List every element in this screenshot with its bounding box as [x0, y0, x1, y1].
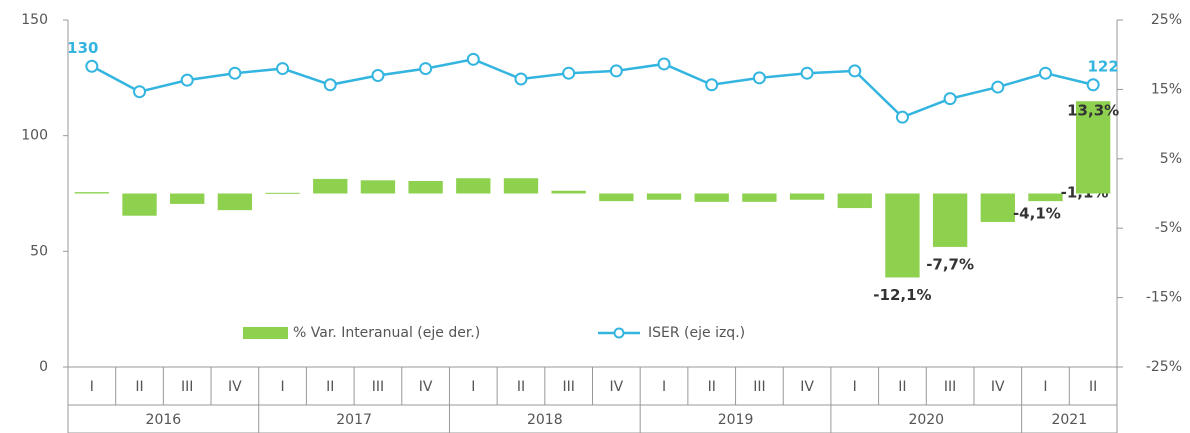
bar: [742, 193, 777, 202]
bar: [456, 178, 491, 194]
bar: [217, 193, 253, 211]
y2-tick-label: -5%: [1155, 220, 1182, 236]
data-label: -12,1%: [873, 286, 931, 304]
line-point: [991, 80, 1005, 94]
x-tick-label: III: [181, 379, 193, 395]
legend-marker: [613, 327, 625, 339]
bar: [1075, 101, 1111, 194]
y2-tick-label: 25%: [1151, 12, 1182, 28]
x-tick-label: IV: [991, 379, 1005, 395]
y-tick-label: 150: [21, 12, 48, 28]
line-point: [848, 64, 862, 78]
x-tick-label: III: [372, 379, 384, 395]
line-point: [85, 59, 99, 73]
line-point: [609, 64, 623, 78]
x-tick-label: I: [853, 379, 857, 395]
line-point: [800, 66, 814, 80]
y2-tick-label: 5%: [1160, 151, 1182, 167]
bar: [170, 193, 205, 204]
bar: [313, 178, 348, 194]
bar: [408, 181, 443, 194]
bar: [789, 193, 825, 200]
line-point: [562, 66, 576, 80]
y-tick-label: 50: [30, 243, 48, 259]
bar: [551, 190, 586, 194]
x-group-label: 2016: [146, 412, 182, 428]
x-tick-label: II: [898, 379, 906, 395]
bar: [360, 180, 396, 194]
line-point: [1038, 66, 1052, 80]
x-group-label: 2019: [718, 412, 754, 428]
line-point: [180, 73, 194, 87]
x-tick-label: IV: [228, 379, 242, 395]
data-label: 122: [1088, 57, 1119, 75]
y2-tick-label: 15%: [1151, 81, 1182, 97]
line-point: [276, 62, 290, 76]
x-group-label: 2017: [336, 412, 372, 428]
bar: [980, 193, 1015, 222]
line-point: [1086, 78, 1100, 92]
bar: [646, 193, 682, 200]
x-group-label: 2020: [908, 412, 944, 428]
legend-swatch: [243, 327, 288, 339]
x-tick-label: III: [753, 379, 765, 395]
x-tick-label: II: [326, 379, 334, 395]
line-point: [323, 78, 337, 92]
line-point: [514, 72, 528, 86]
line-point: [419, 62, 433, 76]
x-tick-label: II: [135, 379, 143, 395]
x-tick-label: IV: [609, 379, 623, 395]
bar: [503, 178, 539, 194]
x-tick-label: IV: [419, 379, 433, 395]
line-point: [895, 110, 909, 124]
x-tick-label: I: [662, 379, 666, 395]
line-point: [133, 85, 147, 99]
x-tick-label: I: [280, 379, 284, 395]
data-label: -4,1%: [1013, 204, 1061, 222]
bar: [1028, 193, 1063, 202]
x-group-label: 2018: [527, 412, 563, 428]
bar: [74, 192, 110, 194]
bar: [599, 193, 634, 202]
line: [91, 58, 1094, 119]
y-tick-label: 0: [39, 359, 48, 375]
x-tick-label: I: [90, 379, 94, 395]
bar: [694, 193, 729, 202]
data-label: 13,3%: [1067, 102, 1119, 120]
line-point: [371, 69, 385, 83]
bar: [265, 192, 300, 194]
line-point: [466, 52, 480, 66]
bar: [122, 193, 157, 216]
x-group-label: 2021: [1051, 412, 1087, 428]
bar: [932, 193, 968, 247]
bar: [885, 193, 920, 278]
y2-tick-label: -15%: [1146, 290, 1182, 306]
x-tick-label: II: [517, 379, 525, 395]
y-tick-label: 100: [21, 128, 48, 144]
bar: [837, 193, 872, 209]
line-point: [705, 78, 719, 92]
data-label: -7,7%: [926, 255, 974, 273]
x-tick-label: IV: [800, 379, 814, 395]
x-tick-label: I: [471, 379, 475, 395]
x-tick-label: I: [1043, 379, 1047, 395]
x-tick-label: II: [1089, 379, 1097, 395]
data-label: 130: [67, 39, 98, 57]
line-point: [657, 57, 671, 71]
legend-label: ISER (eje izq.): [648, 325, 745, 341]
x-tick-label: II: [708, 379, 716, 395]
line-point: [228, 66, 242, 80]
line-point: [943, 92, 957, 106]
x-tick-label: III: [944, 379, 956, 395]
legend-label: % Var. Interanual (eje der.): [293, 325, 480, 341]
x-tick-label: III: [562, 379, 574, 395]
y2-tick-label: -25%: [1146, 359, 1182, 375]
line-point: [752, 71, 766, 85]
